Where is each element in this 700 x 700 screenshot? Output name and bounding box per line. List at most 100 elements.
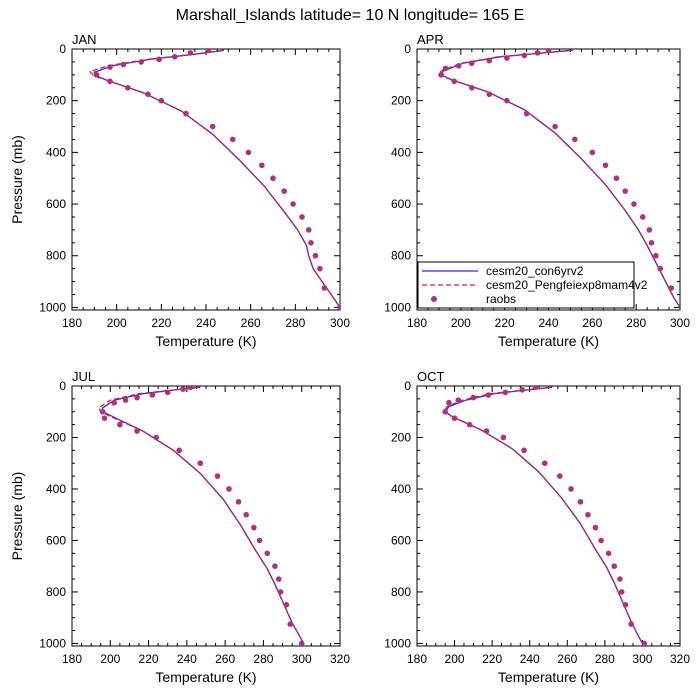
raobs-point — [657, 265, 664, 272]
legend-label: cesm20_Pengfeiexp8mam4v2 — [486, 278, 648, 292]
legend-marker-raobs — [431, 296, 437, 302]
x-tick-label: 260 — [582, 316, 602, 330]
y-tick-label: 400 — [46, 482, 66, 496]
y-tick-label: 600 — [46, 197, 66, 211]
raobs-point — [230, 136, 236, 143]
raobs-point — [245, 149, 252, 156]
x-axis-label: Temperature (K) — [155, 669, 256, 685]
panel-label: JAN — [72, 32, 97, 47]
y-tick-label: 600 — [391, 533, 411, 547]
series-line-cesm20_con6yrv2 — [93, 49, 340, 308]
raobs-point — [209, 123, 216, 130]
panel-apr: 180 200 220 240 260 280 300 0 200 400 600 800 1000 Te… — [384, 32, 690, 349]
y-tick-label: 1000 — [39, 300, 66, 314]
y-tick-label: 800 — [46, 249, 66, 263]
raobs-point — [470, 394, 477, 401]
x-tick-label: 200 — [445, 652, 465, 666]
raobs-point — [101, 415, 108, 421]
series-line-cesm20_Pengfeiexp8mam4v2 — [88, 49, 340, 308]
x-tick-label: 300 — [292, 652, 312, 666]
series-line-cesm20_Pengfeiexp8mam4v2 — [97, 386, 305, 644]
raobs-point — [180, 386, 186, 392]
y-axis-label: Pressure (mb) — [9, 135, 25, 224]
x-tick-label: 200 — [451, 316, 471, 330]
x-tick-label: 180 — [407, 316, 427, 330]
x-tick-label: 260 — [557, 652, 577, 666]
raobs-point — [264, 550, 271, 557]
figure-title: Marshall_Islands latitude= 10 N longitud… — [176, 7, 525, 24]
y-tick-label: 200 — [46, 430, 66, 444]
raobs-point — [585, 511, 591, 518]
plot-area — [97, 386, 305, 646]
x-tick-label: 240 — [177, 652, 197, 666]
raobs-point — [281, 188, 287, 194]
raobs-point — [107, 78, 113, 85]
raobs-point — [277, 589, 284, 595]
raobs-point — [646, 227, 653, 233]
y-tick-label: 600 — [46, 533, 66, 547]
raobs-point — [455, 397, 462, 403]
y-tick-label: 0 — [404, 42, 411, 56]
raobs-point — [256, 537, 263, 544]
raobs-point — [519, 387, 525, 393]
raobs-point — [641, 640, 648, 646]
y-tick-label: 0 — [59, 42, 66, 56]
raobs-point — [145, 91, 151, 98]
raobs-point — [138, 59, 145, 65]
raobs-point — [605, 550, 612, 557]
x-tick-label: 300 — [670, 316, 690, 330]
raobs-point — [504, 55, 510, 61]
raobs-point — [466, 421, 473, 428]
raobs-point — [500, 434, 507, 441]
raobs-point — [134, 394, 140, 401]
y-tick-label: 800 — [391, 249, 411, 263]
legend: cesm20_con6yrv2cesm20_Pengfeiexp8mam4v2r… — [417, 261, 648, 309]
series-line-cesm20_Pengfeiexp8mam4v2 — [442, 386, 643, 644]
y-tick-label: 0 — [59, 379, 66, 393]
raobs-point — [521, 447, 527, 454]
raobs-point — [321, 285, 328, 291]
plot-area — [437, 49, 680, 308]
x-tick-label: 300 — [330, 316, 350, 330]
raobs-point — [205, 49, 212, 53]
x-tick-label: 280 — [253, 652, 273, 666]
y-axis-label: Pressure (mb) — [9, 472, 25, 561]
raobs-point — [446, 399, 452, 406]
raobs-point — [502, 389, 509, 396]
raobs-point — [468, 84, 475, 91]
x-axis-label: Temperature (K) — [498, 669, 599, 685]
raobs-point — [617, 576, 623, 582]
raobs-point — [183, 110, 189, 117]
raobs-point — [214, 473, 221, 479]
raobs-point — [577, 499, 584, 505]
raobs-point — [653, 252, 659, 259]
panel-jul: 180 200 220 240 260 280 300 320 0 200 400 600 800 100… — [9, 369, 350, 685]
raobs-point — [486, 91, 493, 98]
plot-frame — [71, 48, 341, 311]
legend-label: raobs — [486, 292, 516, 306]
raobs-point — [451, 415, 458, 421]
x-tick-label: 320 — [670, 652, 690, 666]
x-axis-label: Temperature (K) — [498, 333, 599, 349]
raobs-point — [442, 408, 448, 415]
raobs-point — [438, 72, 444, 78]
raobs-point — [111, 399, 117, 406]
raobs-point — [504, 97, 510, 104]
panel-jan: 180 200 220 240 260 280 300 0 200 400 600 800 1000 Te… — [9, 32, 350, 349]
x-tick-label: 220 — [139, 652, 159, 666]
x-tick-label: 260 — [241, 316, 261, 330]
raobs-point — [275, 576, 282, 582]
x-tick-label: 220 — [482, 652, 502, 666]
raobs-point — [226, 486, 232, 492]
x-tick-label: 180 — [407, 652, 427, 666]
raobs-point — [442, 65, 449, 72]
raobs-point — [272, 563, 278, 569]
y-tick-label: 800 — [391, 585, 411, 599]
y-tick-label: 200 — [391, 94, 411, 108]
x-tick-label: 280 — [626, 316, 646, 330]
raobs-point — [568, 486, 574, 492]
raobs-point — [545, 49, 552, 54]
plot-frame — [416, 385, 681, 647]
raobs-point — [631, 201, 637, 207]
